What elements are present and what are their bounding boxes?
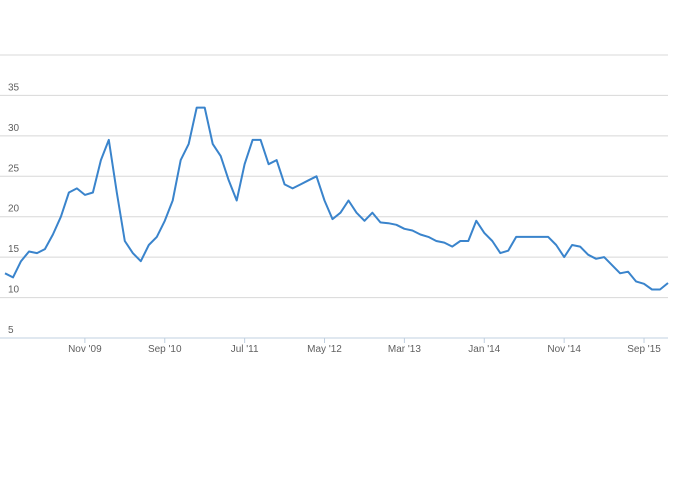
y-tick-label: 35	[8, 82, 20, 93]
x-tick-label: Sep '15	[627, 344, 661, 355]
x-tick-label: Nov '14	[547, 344, 581, 355]
x-tick-label: May '12	[307, 344, 342, 355]
y-tick-label: 10	[8, 285, 20, 296]
x-tick-label: Sep '10	[148, 344, 182, 355]
y-tick-label: 30	[8, 123, 20, 134]
x-tick-label: Jan '14	[468, 344, 500, 355]
y-tick-label: 20	[8, 204, 20, 215]
x-tick-label: Jul '11	[231, 344, 259, 355]
x-tick-label: Nov '09	[68, 344, 102, 355]
y-tick-label: 25	[8, 163, 20, 174]
x-tick-label: Mar '13	[388, 344, 421, 355]
line-series	[4, 106, 669, 291]
y-tick-label: 5	[8, 325, 14, 336]
y-tick-label: 15	[8, 244, 20, 255]
